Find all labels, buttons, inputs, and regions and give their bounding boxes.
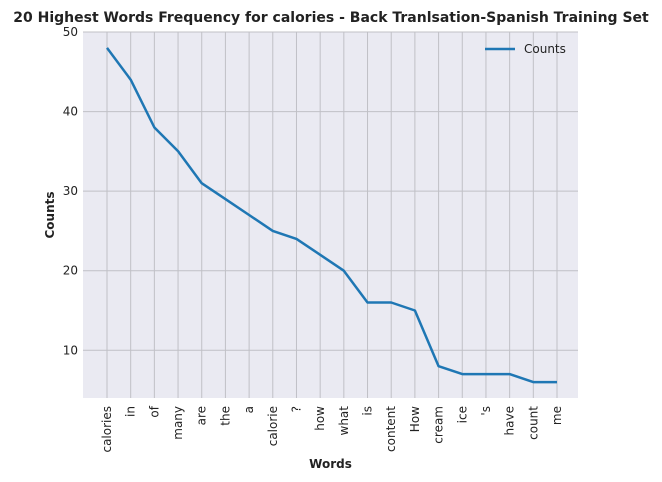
plot-area (83, 32, 578, 398)
x-tick-label: are (195, 406, 209, 425)
y-tick-label: 20 (63, 264, 78, 278)
x-tick-label: what (337, 406, 351, 436)
y-tick-labels: 10 20 30 40 50 (63, 25, 78, 357)
y-tick-label: 30 (63, 184, 78, 198)
x-tick-label: cream (432, 406, 446, 444)
legend-label: Counts (524, 42, 566, 56)
y-tick-label: 10 (63, 343, 78, 357)
x-tick-label: me (550, 406, 564, 425)
y-tick-label: 50 (63, 25, 78, 39)
x-tick-label: the (218, 406, 232, 426)
x-tick-label: content (384, 406, 398, 452)
x-tick-label: 's (479, 406, 493, 416)
series-layer (105, 47, 557, 384)
x-tick-label: calorie (266, 406, 280, 446)
x-tick-label: count (526, 406, 540, 440)
x-tick-label: calories (100, 406, 114, 453)
grid-lines (83, 31, 578, 398)
x-tick-label: ? (289, 406, 303, 412)
x-tick-label: How (408, 406, 422, 432)
legend: Counts (485, 42, 566, 56)
x-tick-label: in (124, 406, 138, 417)
x-tick-label: a (242, 406, 256, 413)
x-tick-label: many (171, 406, 185, 440)
y-axis-label: Counts (43, 191, 57, 238)
x-axis-label: Words (309, 457, 352, 471)
x-tick-labels: calories in of many are the a calorie? how what is… (100, 405, 564, 452)
x-tick-label: have (503, 406, 517, 435)
x-tick-label: of (147, 405, 161, 417)
y-tick-label: 40 (63, 105, 78, 119)
x-tick-label: ice (455, 406, 469, 423)
x-tick-label: is (361, 406, 375, 416)
chart-title: 20 Highest Words Frequency for calories … (13, 10, 649, 26)
series-line (105, 47, 557, 384)
x-tick-label: how (313, 406, 327, 431)
